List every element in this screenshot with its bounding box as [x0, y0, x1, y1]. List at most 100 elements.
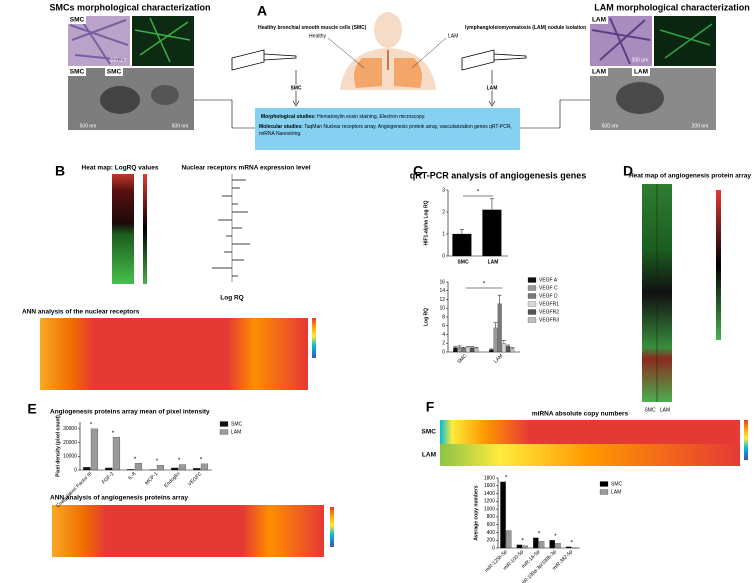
- y-tick-label: 10000: [63, 454, 77, 460]
- y-tick-label: 2: [442, 209, 445, 215]
- image-tag-text: SMC: [107, 69, 122, 76]
- significance: *: [200, 457, 203, 464]
- y-tick-label: 1000: [484, 506, 495, 512]
- error-bar: [457, 345, 462, 348]
- error-bar: [489, 198, 494, 210]
- legend-swatch: [527, 317, 537, 323]
- image-tag: [68, 16, 86, 24]
- error-bar: [506, 344, 511, 347]
- methods-text: Hematoxylin eosin staining, Electron mic…: [317, 114, 425, 120]
- color-scale: [716, 190, 721, 340]
- image-tag: [632, 68, 650, 76]
- legend-label: VEGFR3: [539, 317, 559, 323]
- legend-label: VEGF A: [539, 277, 558, 283]
- y-tick-label: 1200: [484, 499, 495, 505]
- bar: [465, 347, 470, 353]
- nr-bars: [212, 174, 250, 282]
- bar: [452, 233, 472, 257]
- image-tag: [68, 68, 86, 76]
- significance: *: [505, 475, 508, 482]
- scale-text: 200 µm: [632, 57, 649, 63]
- bar: [489, 349, 494, 353]
- axis: [79, 422, 212, 471]
- bar: [156, 465, 165, 471]
- x-tick-label: SMC: [456, 353, 468, 365]
- legend-swatch: [527, 301, 537, 307]
- y-tick-label: 0: [492, 545, 495, 551]
- axis: [447, 282, 520, 353]
- image-tag-text: LAM: [634, 69, 648, 76]
- bars-title: Nuclear receptors mRNA expression level: [181, 165, 310, 172]
- image-tag: [105, 68, 123, 76]
- pointer: [411, 37, 447, 69]
- significance: *: [554, 533, 557, 540]
- color-scale: [744, 420, 748, 460]
- cell-texture: [591, 17, 651, 65]
- panel-label: D: [623, 163, 633, 179]
- legend-label: VEGF D: [539, 293, 558, 299]
- image-tag: [590, 68, 608, 76]
- bar: [533, 537, 539, 549]
- bar: [522, 545, 528, 549]
- panel-title: qRT-PCR analysis of angiogenesis genes: [410, 170, 587, 180]
- bar: [105, 467, 113, 471]
- x-tick-label: LAM: [493, 353, 505, 365]
- y-tick-label: 1: [442, 231, 445, 237]
- bar: [474, 347, 479, 353]
- y-tick-label: 0: [442, 349, 445, 355]
- bar: [90, 428, 99, 471]
- error-bar: [493, 322, 498, 328]
- legend-label: LAM: [231, 429, 241, 435]
- legend-label: SMC: [611, 481, 623, 487]
- legend-swatch: [527, 277, 537, 283]
- bar: [549, 540, 555, 549]
- y-tick-label: 12: [439, 297, 445, 303]
- y-tick-label: 4: [442, 332, 445, 338]
- x-tick-label: SMC: [457, 259, 469, 265]
- source-text: lymphangioleiomyomatosis (LAM) nodule is…: [465, 25, 586, 31]
- legend-swatch: [599, 489, 609, 495]
- source-lam: lymphangioleiomyomatosis (LAM) nodule is…: [465, 25, 586, 31]
- methods-box: [255, 108, 520, 150]
- bar: [470, 347, 475, 353]
- bar: [506, 530, 512, 549]
- em-texture: [151, 85, 179, 105]
- cell-texture: [659, 23, 713, 59]
- error-bar: [465, 346, 470, 348]
- heatmap-title: Heat map: LogRQ values: [82, 165, 159, 172]
- significance: *: [134, 456, 137, 463]
- panel-title: Angiogenesis proteins array mean of pixe…: [50, 409, 210, 416]
- y-tick-label: 20000: [63, 440, 77, 446]
- column-label: LAM: [660, 407, 670, 413]
- significance: *: [178, 457, 181, 464]
- column-label: SMC: [644, 407, 656, 413]
- legend-swatch: [527, 293, 537, 299]
- color-scale: [143, 174, 147, 284]
- lung-label: Healthy: [309, 33, 326, 39]
- significance: *: [571, 540, 574, 547]
- y-tick-label: 1600: [484, 483, 495, 489]
- significance: *: [156, 458, 159, 465]
- mirna-heatmap: [440, 444, 740, 466]
- panel-label: A: [257, 3, 267, 19]
- significance: *: [538, 531, 541, 538]
- methods-line: Morphological studies: Hematoxylin eosin…: [261, 114, 425, 120]
- y-axis-label: Pixel density (pixel count): [55, 415, 61, 477]
- scale-text: 500 nm: [172, 123, 189, 129]
- error-bar: [474, 346, 479, 349]
- heatmap: [112, 174, 134, 284]
- bar: [127, 469, 135, 471]
- bar: [457, 347, 462, 353]
- methods-head: Morphological studies:: [261, 114, 316, 120]
- significance: *: [521, 538, 524, 545]
- panel-title: Heat map of angiogenesis protein array: [629, 173, 751, 180]
- pointer: [327, 37, 365, 69]
- scale-text: 200 µm: [110, 57, 127, 63]
- if-image: [654, 16, 716, 66]
- bar: [112, 436, 121, 471]
- ann-heatmap: [40, 318, 308, 390]
- y-tick-label: 1400: [484, 491, 495, 497]
- lung-label: LAM: [448, 33, 458, 39]
- error-bar: [497, 294, 502, 304]
